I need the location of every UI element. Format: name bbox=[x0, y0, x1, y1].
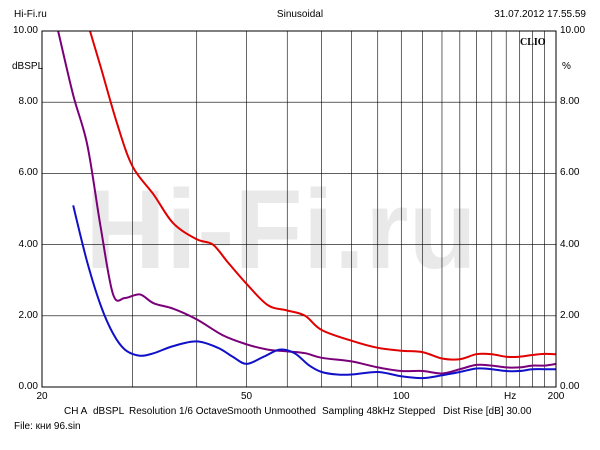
y-tick-right: 6.00 bbox=[560, 167, 580, 179]
footer-stepped: Stepped bbox=[398, 406, 436, 417]
y-tick-right: 10.00 bbox=[560, 25, 586, 36]
grid-layer bbox=[42, 31, 556, 387]
series-layer bbox=[57, 30, 557, 380]
y-tick-right: 4.00 bbox=[560, 238, 580, 250]
watermark-text: Hi-Fi.ru bbox=[85, 167, 477, 292]
footer-channel: CH A bbox=[64, 406, 88, 417]
header-left: Hi-Fi.ru bbox=[14, 9, 47, 20]
x-tick: 200 bbox=[547, 391, 565, 402]
footer-smooth: Smooth Unmoothed bbox=[227, 406, 316, 417]
y-tick-left: 2.00 bbox=[18, 309, 38, 321]
watermark-layer: Hi-Fi.ru bbox=[85, 167, 477, 292]
y-tick-right: 0.00 bbox=[560, 381, 580, 392]
clio-brand: CLIO bbox=[520, 37, 546, 48]
x-tick: 50 bbox=[240, 391, 253, 402]
footer-dist-rise: Dist Rise [dB] 30.00 bbox=[443, 406, 532, 417]
x-axis-unit: Hz bbox=[504, 391, 517, 402]
y-tick-left: 8.00 bbox=[18, 96, 38, 108]
chart-title: Sinusoidal bbox=[276, 9, 324, 20]
plot-frame bbox=[41, 30, 557, 388]
footer-resolution: Resolution 1/6 Octave bbox=[129, 406, 228, 417]
x-tick: 20 bbox=[36, 391, 48, 402]
y-axis-label-right: % bbox=[562, 61, 571, 72]
header-timestamp: 31.07.2012 17.55.59 bbox=[494, 9, 586, 20]
series-line-blue bbox=[72, 205, 556, 380]
y-tick-left: 4.00 bbox=[18, 238, 38, 250]
series-line-purple bbox=[57, 30, 557, 375]
y-tick-right: 8.00 bbox=[560, 96, 580, 108]
y-tick-right: 2.00 bbox=[560, 309, 580, 321]
footer-file: File: кни 96.sin bbox=[14, 421, 81, 432]
series-line-red bbox=[89, 30, 557, 361]
y-tick-left: 0.00 bbox=[18, 381, 38, 392]
y-tick-left: 10.00 bbox=[12, 25, 38, 36]
y-axis-label-left: dBSPL bbox=[12, 61, 44, 72]
x-tick: 100 bbox=[392, 391, 410, 402]
footer-sampling: Sampling 48kHz bbox=[322, 406, 395, 417]
footer-unit: dBSPL bbox=[93, 406, 125, 417]
y-tick-left: 6.00 bbox=[18, 167, 38, 179]
